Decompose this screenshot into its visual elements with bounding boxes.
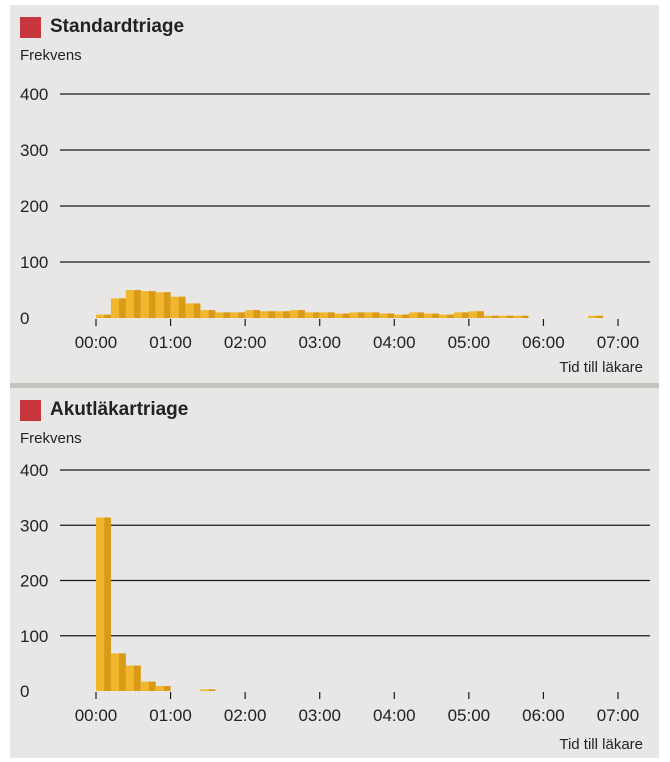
chart-title-row: Akutläkartriage [20,398,188,422]
x-tick-label: 06:00 [522,333,565,352]
histogram-bar [588,315,604,318]
y-tick-label: 300 [20,141,48,160]
x-tick-label: 04:00 [373,706,416,725]
title-marker [20,399,41,421]
x-tick-label: 05:00 [448,333,491,352]
x-tick-label: 07:00 [597,706,640,725]
y-tick-label: 200 [20,197,48,216]
x-tick-label: 00:00 [75,333,118,352]
histogram-bar [409,312,425,318]
histogram-bar [140,291,156,318]
histogram-bar [453,312,469,318]
x-tick-label: 06:00 [522,706,565,725]
chart-title: Akutläkartriage [50,399,189,420]
y-tick-label: 400 [20,461,48,480]
histogram-bar [319,312,335,318]
histogram-bar [289,310,305,318]
histogram-bar [155,292,171,318]
chart-panel-akutlakartriage: Akutläkartriage Frekvens 400 300 200 100 0 00… [10,388,659,758]
histogram-bar [155,686,171,691]
x-tick-label: 01:00 [149,333,192,352]
histogram-bar [468,311,484,318]
histogram-bar [379,313,395,318]
y-axis-label: Frekvens [20,430,82,447]
chart-plot: 400 300 200 100 0 00:00 01:00 02:00 03:00 04:00 05… [20,461,650,725]
histogram-bar [96,517,111,691]
histogram-bar [170,296,186,318]
y-tick-label: 100 [20,253,48,272]
histogram-bar [439,314,454,318]
x-tick-label: 00:00 [75,706,118,725]
panel-divider [10,383,659,388]
x-tick-label: 05:00 [448,706,491,725]
chart-plot: 400 300 200 100 0 00:00 01:00 02:00 03:00 04:00 05… [20,85,650,352]
y-tick-label: 200 [20,572,48,591]
histogram-bar [513,315,529,318]
y-tick-label: 0 [20,682,29,701]
histogram-bar [200,689,216,691]
x-tick-label: 03:00 [298,333,341,352]
histogram-bar [125,665,141,691]
histogram-bar [245,310,261,318]
histogram-bar [260,311,275,318]
chart-title-row: Standardtriage [20,15,184,39]
y-tick-label: 0 [20,309,29,328]
y-tick-label: 300 [20,516,48,535]
y-axis-label: Frekvens [20,47,82,64]
histogram-bar [304,312,320,318]
histogram-bar [125,290,141,318]
histogram-bar [185,303,201,318]
histogram-bar [334,313,350,318]
histogram-bar [200,310,216,318]
histogram-bar [483,315,499,318]
x-tick-label: 07:00 [597,333,640,352]
x-tick-label: 04:00 [373,333,416,352]
x-tick-label: 02:00 [224,333,267,352]
histogram-bar [110,653,126,691]
x-tick-label: 03:00 [298,706,341,725]
histogram-bar [394,314,410,318]
histogram-bar [274,311,290,318]
histogram-bar [498,315,514,318]
x-tick-label: 02:00 [224,706,267,725]
histogram-bar [424,313,440,318]
y-tick-label: 100 [20,627,48,646]
x-axis-label: Tid till läkare [559,736,643,753]
y-tick-label: 400 [20,85,48,104]
histogram-bar [364,312,380,318]
x-tick-label: 01:00 [149,706,192,725]
histogram-bar [215,312,231,318]
chart-panel-standardtriage: Standardtriage Frekvens 400 300 200 100 0 00:… [10,5,659,383]
histogram-bar [349,312,365,318]
histogram-bar [110,298,126,318]
histogram-bar [140,681,156,691]
histogram-bar [96,314,111,318]
x-axis-label: Tid till läkare [559,359,643,376]
chart-title: Standardtriage [50,16,185,37]
histogram-bar [230,312,246,318]
title-marker [20,16,41,38]
